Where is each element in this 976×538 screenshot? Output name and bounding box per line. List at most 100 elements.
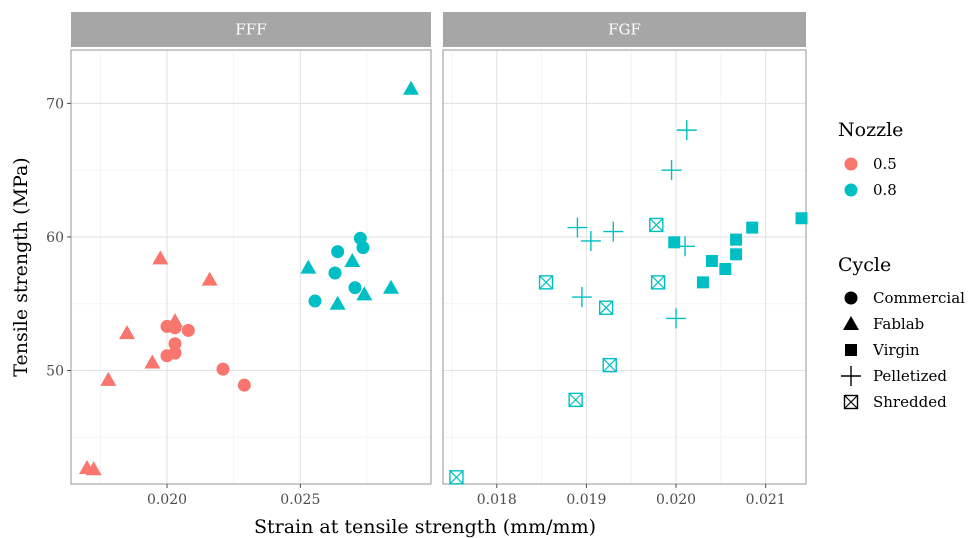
legend-label: 0.8 [873, 181, 897, 199]
data-point [383, 279, 399, 294]
data-point [676, 120, 697, 141]
legend-label: Shredded [873, 393, 947, 411]
marker-plus [666, 308, 687, 329]
legend-key-shape [841, 366, 861, 386]
marker-square-x-box [538, 275, 554, 290]
marker-plus [603, 221, 624, 242]
legend-key-color [844, 157, 858, 171]
data-point [181, 323, 195, 337]
marker-circle [844, 291, 858, 305]
marker-triangle [383, 279, 399, 294]
data-point [649, 217, 664, 233]
marker-square-x-cross [844, 395, 858, 409]
marker-square-x-box [843, 394, 859, 410]
marker-square-x-box [598, 300, 614, 315]
marker-triangle [403, 80, 419, 95]
marker-circle [331, 245, 345, 259]
marker-plus [571, 287, 592, 308]
data-point [308, 294, 322, 308]
data-point [356, 241, 370, 255]
marker-square [705, 254, 718, 267]
x-tick-label: 0.019 [566, 492, 606, 508]
marker-plus [841, 366, 861, 386]
data-point [152, 250, 169, 265]
marker-plus [676, 120, 697, 141]
marker-circle [356, 241, 370, 255]
marker-square-x-box [649, 217, 664, 233]
data-point [598, 300, 614, 315]
marker-circle [328, 266, 342, 280]
marker-square-x-cross [568, 392, 583, 407]
marker-square [696, 276, 709, 289]
legend-key-color [844, 183, 858, 197]
panel-border [70, 49, 432, 485]
marker-square-x-cross [602, 358, 617, 373]
data-point [168, 346, 182, 360]
legend-cycle: Cycle Commercial Fablab Virgin Pelletized Shr… [838, 254, 965, 411]
x-tick-label: 0.025 [280, 492, 320, 508]
data-point [730, 248, 743, 261]
legend-key-shape [844, 291, 858, 305]
marker-triangle [144, 354, 161, 369]
x-tick-label: 0.018 [477, 492, 517, 508]
data-point [348, 281, 362, 295]
marker-square [730, 248, 743, 261]
data-point [403, 80, 419, 95]
data-point [300, 259, 317, 274]
data-point [567, 217, 588, 238]
marker-triangle [119, 325, 135, 340]
data-point [602, 357, 617, 373]
legend-label: Commercial [873, 289, 965, 307]
y-tick-label: 50 [46, 363, 64, 379]
data-point [119, 325, 135, 340]
data-point [85, 461, 102, 476]
legend-key-shape [843, 394, 859, 410]
data-point [329, 295, 346, 310]
marker-square-x-box [449, 470, 464, 485]
marker-circle [308, 294, 322, 308]
legend-key-shape [843, 316, 859, 330]
data-point [705, 254, 718, 267]
marker-square-x-cross [449, 470, 464, 485]
x-axis-title: Strain at tensile strength (mm/mm) [254, 516, 596, 538]
data-point [328, 266, 342, 280]
data-point [344, 252, 361, 267]
y-axis-title: Tensile strength (MPa) [10, 157, 32, 376]
data-point [167, 313, 183, 328]
marker-circle [168, 337, 182, 351]
marker-plus [580, 230, 601, 251]
strip-background [71, 12, 431, 47]
marker-square [746, 221, 759, 234]
marker-triangle [300, 259, 317, 274]
data-point [356, 286, 373, 301]
marker-square [668, 236, 681, 249]
marker-square-x-box [602, 357, 617, 373]
data-point [696, 276, 709, 289]
x-tick-label: 0.021 [746, 492, 786, 508]
marker-triangle [843, 316, 859, 330]
y-tick-label: 70 [46, 96, 64, 112]
marker-triangle [356, 286, 373, 301]
strip-background [443, 12, 806, 47]
data-point [580, 230, 601, 251]
data-point [449, 470, 464, 485]
panel-border [442, 49, 807, 485]
data-point [201, 271, 218, 286]
data-point [666, 308, 687, 329]
legend-nozzle: Nozzle 0.5 0.8 [838, 119, 903, 199]
marker-square [845, 344, 857, 356]
x-tick-label: 0.020 [656, 492, 696, 508]
marker-triangle [167, 313, 183, 328]
marker-plus [661, 160, 682, 181]
legend-title: Cycle [838, 254, 891, 276]
data-point [168, 337, 182, 351]
data-point [719, 263, 732, 276]
legend-label: Pelletized [873, 367, 947, 385]
legend-label: Virgin [872, 341, 920, 359]
marker-plus [567, 217, 588, 238]
marker-triangle [100, 371, 117, 386]
data-point [237, 378, 251, 392]
marker-triangle [85, 461, 102, 476]
marker-square-x-box [568, 392, 583, 408]
legend-title: Nozzle [838, 119, 903, 141]
